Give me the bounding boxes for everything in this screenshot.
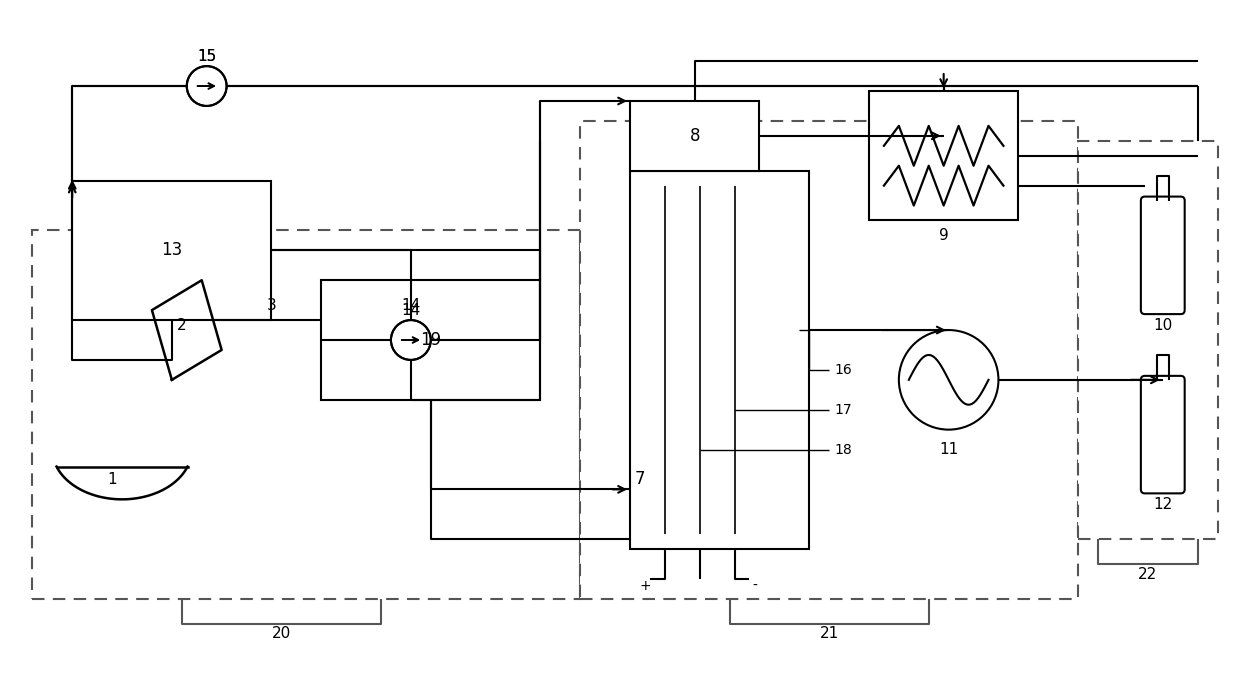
Text: 21: 21 bbox=[820, 626, 838, 641]
Text: 14: 14 bbox=[402, 298, 420, 313]
Text: 7: 7 bbox=[635, 471, 645, 488]
Bar bbox=[630, 171, 810, 549]
Text: 13: 13 bbox=[161, 241, 182, 259]
Text: 1: 1 bbox=[108, 472, 117, 487]
Text: 15: 15 bbox=[197, 49, 216, 64]
Text: 14: 14 bbox=[402, 303, 420, 318]
Bar bbox=[869, 91, 1018, 220]
FancyBboxPatch shape bbox=[1141, 197, 1184, 314]
Text: 12: 12 bbox=[1153, 497, 1172, 512]
Text: 15: 15 bbox=[197, 49, 216, 64]
Text: 10: 10 bbox=[1153, 318, 1172, 333]
FancyBboxPatch shape bbox=[1141, 376, 1184, 494]
Text: 3: 3 bbox=[267, 298, 277, 313]
Text: 18: 18 bbox=[835, 443, 852, 456]
Text: 11: 11 bbox=[939, 442, 959, 457]
Text: 8: 8 bbox=[689, 127, 699, 145]
Bar bbox=[630, 101, 759, 171]
Text: 9: 9 bbox=[939, 228, 949, 243]
Text: 16: 16 bbox=[835, 363, 852, 377]
Text: 19: 19 bbox=[420, 331, 441, 349]
Bar bbox=[72, 181, 272, 320]
Text: 20: 20 bbox=[272, 626, 291, 641]
Bar bbox=[1078, 141, 1218, 539]
Bar bbox=[32, 231, 580, 599]
Text: 2: 2 bbox=[177, 318, 186, 333]
Text: 22: 22 bbox=[1138, 566, 1157, 581]
Text: 17: 17 bbox=[835, 403, 852, 417]
Bar bbox=[580, 121, 1078, 599]
Text: +: + bbox=[639, 579, 651, 593]
Bar bbox=[321, 280, 541, 400]
Text: -: - bbox=[751, 579, 756, 593]
